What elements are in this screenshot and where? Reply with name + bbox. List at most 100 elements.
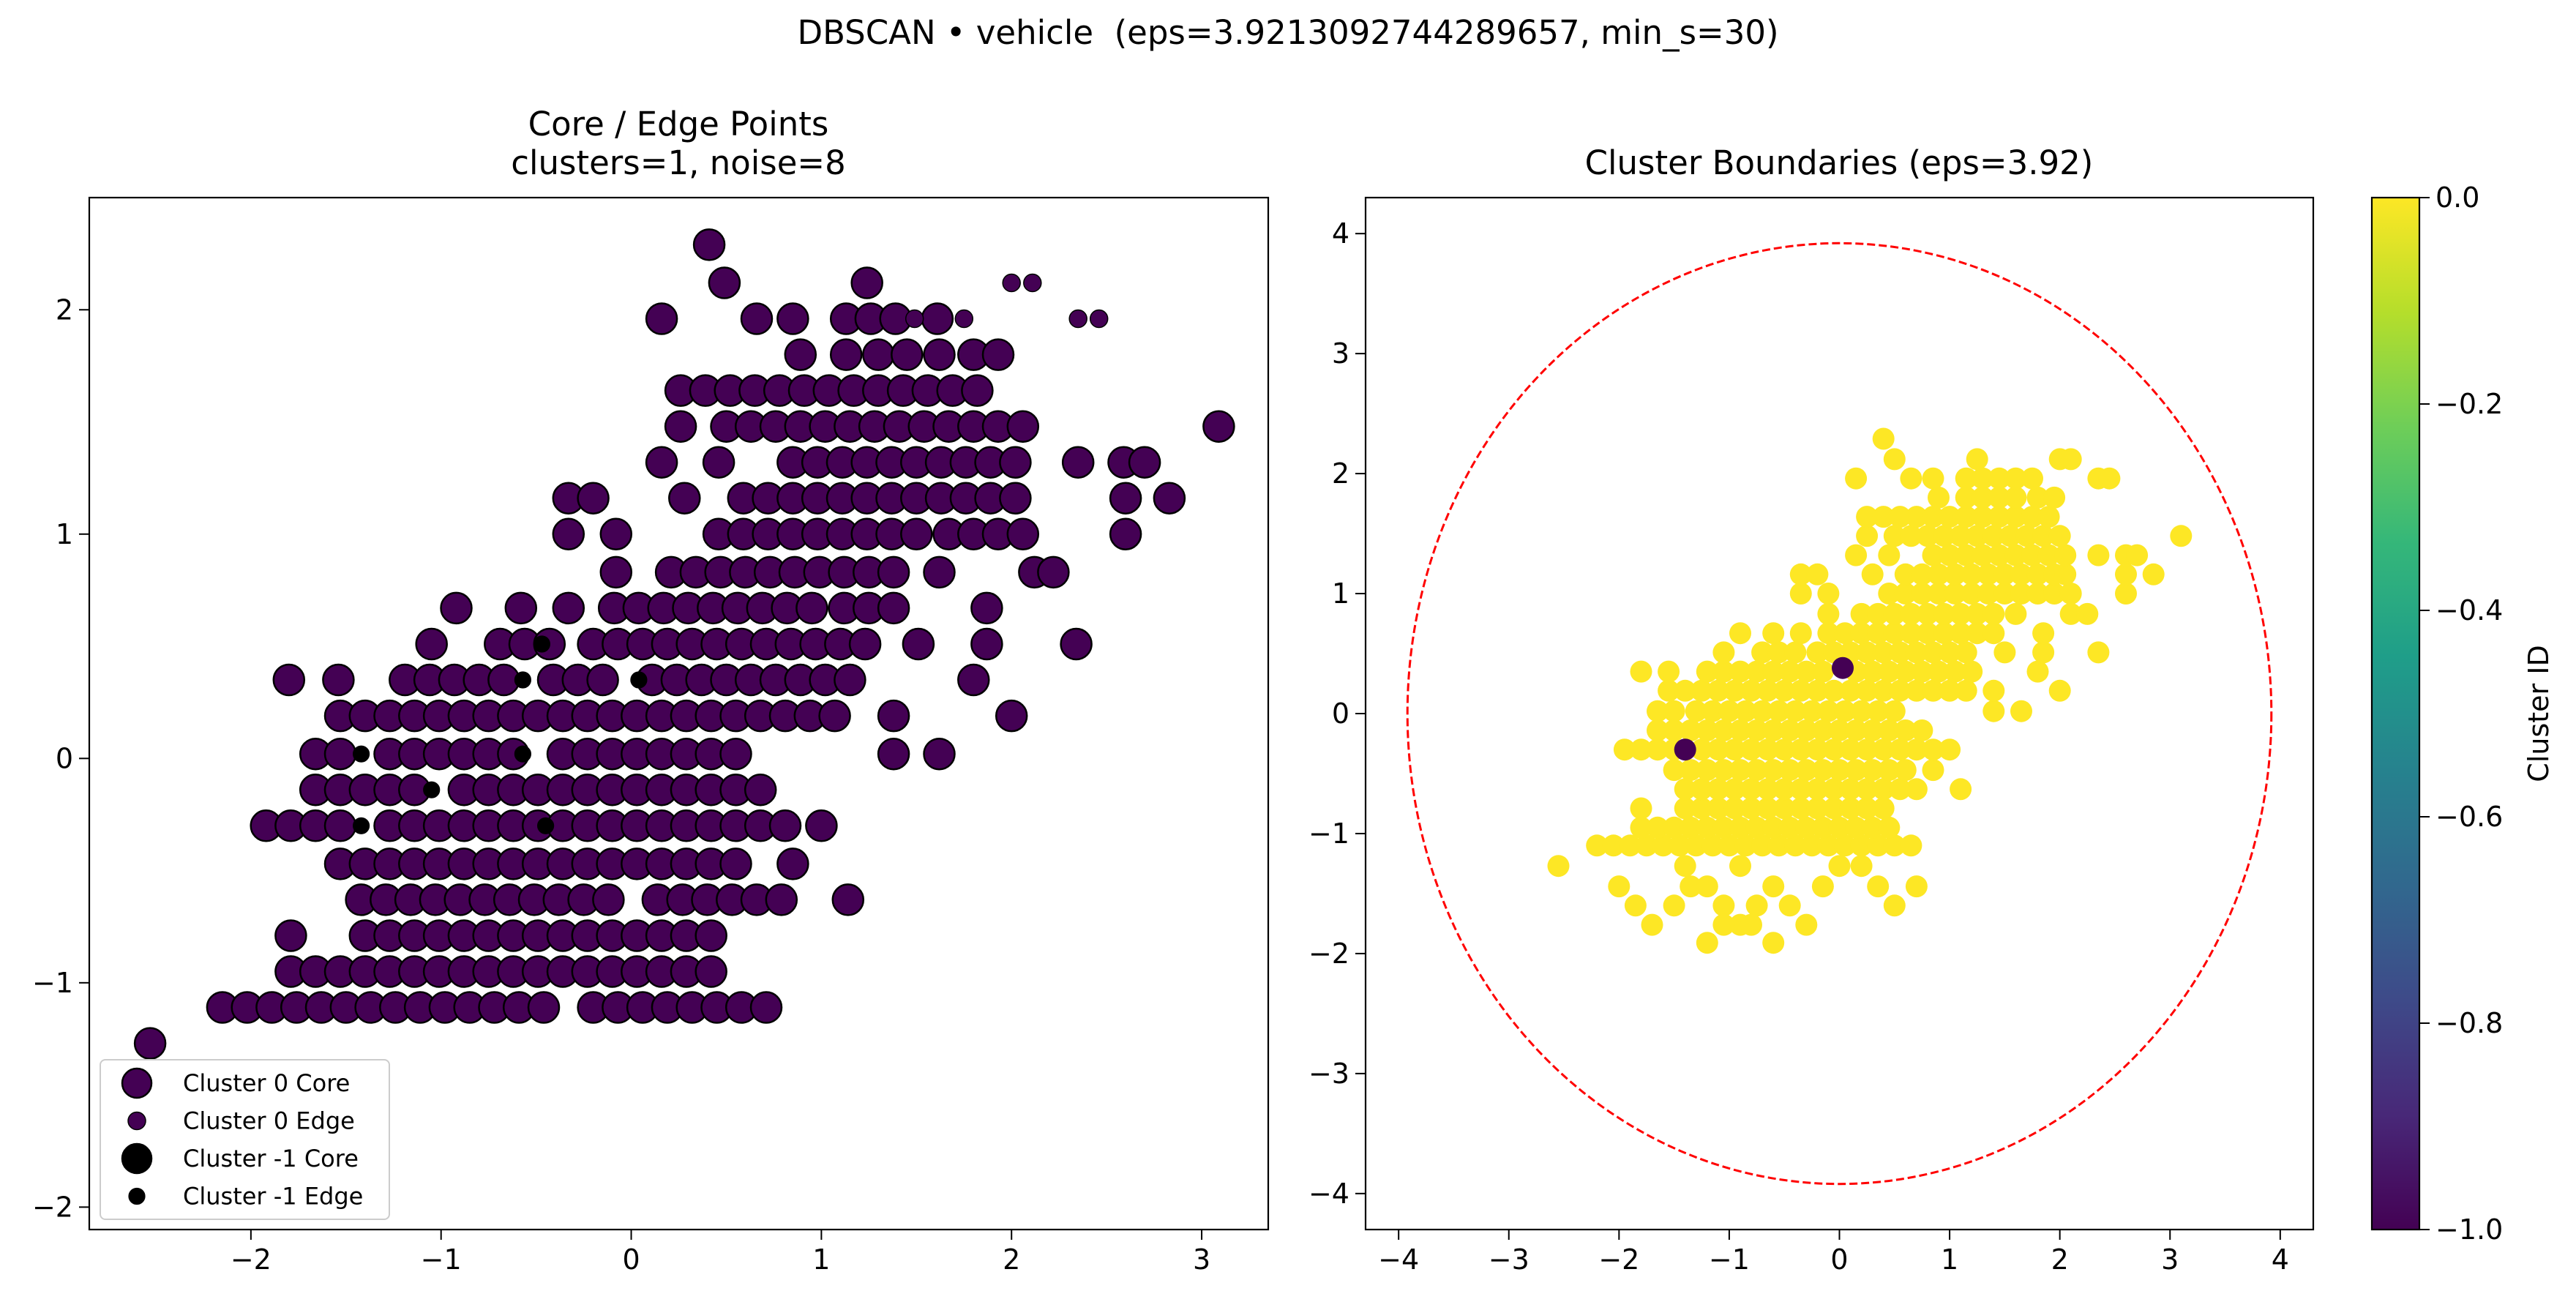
scatter-point-cluster-0-core <box>923 338 956 371</box>
scatter-point-cluster-0-core <box>664 410 697 443</box>
scatter-point-cluster-0 <box>1806 738 1829 761</box>
scatter-point-cluster-0 <box>1894 563 1917 585</box>
scatter-point-cluster-0 <box>1734 700 1757 722</box>
scatter-point-cluster-0 <box>1878 660 1901 683</box>
scatter-point-cluster-0 <box>1767 700 1790 722</box>
scatter-point-cluster-0 <box>2115 583 2137 605</box>
scatter-point-cluster-0 <box>1939 641 1961 664</box>
scatter-point-cluster-0 <box>1696 875 1718 898</box>
y-tick-label: 4 <box>1332 217 1349 250</box>
scatter-point-cluster-0 <box>1778 816 1801 839</box>
scatter-point-cluster-0 <box>1917 622 1939 645</box>
scatter-point-cluster-0 <box>1696 719 1718 741</box>
scatter-point-cluster-0 <box>1894 660 1917 683</box>
core-edge-subtitle: clusters=1, noise=8 <box>511 143 845 182</box>
y-tick-label: −4 <box>1308 1178 1349 1210</box>
scatter-point-cluster-0 <box>1762 875 1785 898</box>
scatter-point-cluster-0 <box>1800 834 1823 857</box>
scatter-point-cluster-0 <box>2021 506 2043 528</box>
scatter-point-cluster-0 <box>1701 700 1724 722</box>
x-tick-label: −1 <box>421 1243 462 1276</box>
scatter-point-cluster-0 <box>1900 622 1922 645</box>
cluster-boundaries-panel: Cluster Boundaries (eps=3.92) −4 −3 −2 −1 0 1… <box>1308 143 2315 1276</box>
scatter-point-cluster-0-edge <box>1023 273 1042 293</box>
scatter-point-cluster-0 <box>1795 759 1818 782</box>
scatter-point-cluster-0-core <box>272 663 306 697</box>
scatter-point-cluster-0 <box>2004 544 2027 566</box>
scatter-point-cluster--1-edge <box>533 635 551 653</box>
legend-label: Cluster -1 Core <box>183 1145 359 1172</box>
scatter-point-cluster-0 <box>1911 583 1933 605</box>
scatter-point-cluster-0 <box>1905 778 1928 801</box>
scatter-point-cluster-0 <box>1955 544 1977 566</box>
scatter-point-cluster-0-core <box>440 591 473 625</box>
scatter-point-cluster-0 <box>1647 816 1669 839</box>
scatter-point-cluster-0 <box>1602 834 1625 857</box>
scatter-point-cluster-0 <box>1795 913 1818 936</box>
scatter-point-cluster-0 <box>1845 719 1868 741</box>
scatter-point-cluster-0 <box>1817 583 1840 605</box>
scatter-point-cluster-0 <box>1658 660 1680 683</box>
scatter-point-cluster-0-edge <box>905 309 924 329</box>
scatter-point-cluster-0 <box>1922 467 1944 490</box>
scatter-point-cluster-0 <box>1911 563 1933 585</box>
scatter-point-cluster-0 <box>1823 738 1845 761</box>
scatter-point-cluster-0-core <box>776 302 809 335</box>
scatter-point-cluster-0 <box>1900 467 1922 490</box>
scatter-point-cluster-0 <box>1939 738 1961 761</box>
core-edge-title: Core / Edge Points <box>528 105 829 143</box>
scatter-point-cluster-0-core <box>694 955 727 988</box>
scatter-point-cluster-0 <box>1734 834 1757 857</box>
scatter-point-cluster-0 <box>1729 660 1751 683</box>
scatter-point-cluster-0-core <box>322 663 355 697</box>
scatter-point-cluster-0-core <box>784 338 817 371</box>
scatter-point-cluster-0 <box>1911 719 1933 741</box>
scatter-point-cluster-0 <box>2059 602 2082 625</box>
scatter-point-cluster-0 <box>1839 679 1862 702</box>
scatter-point-cluster-0 <box>1905 738 1928 761</box>
scatter-point-cluster-0 <box>1817 834 1840 857</box>
scatter-point-cluster-0 <box>1850 834 1873 857</box>
scatter-point-cluster-0 <box>1878 544 1901 566</box>
scatter-point-cluster-0 <box>2032 641 2055 664</box>
scatter-point-cluster-0 <box>1872 738 1895 761</box>
scatter-point-cluster-0-core <box>1202 410 1235 443</box>
scatter-point-cluster-0 <box>1811 660 1834 683</box>
scatter-point-cluster-0 <box>1789 797 1812 820</box>
scatter-point-cluster-0-core <box>702 446 735 479</box>
scatter-point-cluster-0 <box>1939 506 1961 528</box>
scatter-point-cluster-0 <box>1756 797 1779 820</box>
scatter-point-cluster-0 <box>2010 700 2032 722</box>
scatter-point-cluster-0 <box>1856 778 1879 801</box>
scatter-point-cluster-0 <box>1784 834 1807 857</box>
scatter-point-cluster-0 <box>1828 719 1851 741</box>
scatter-point-cluster-0 <box>1872 679 1895 702</box>
scatter-point-cluster-0 <box>1751 641 1774 664</box>
scatter-point-cluster-0-core <box>592 883 625 916</box>
scatter-point-cluster-0 <box>1905 506 1928 528</box>
scatter-point-cluster-0-core <box>877 737 910 771</box>
scatter-point-cluster--1-edge <box>353 817 370 834</box>
colorbar-tick-label: −0.8 <box>2435 1007 2503 1039</box>
scatter-point-cluster-0 <box>1630 816 1652 839</box>
scatter-point-cluster-0 <box>1944 563 1966 585</box>
eps-boundary-circle <box>1406 242 2273 1186</box>
scatter-point-cluster-0 <box>1889 506 1912 528</box>
scatter-point-cluster-0 <box>1944 660 1966 683</box>
scatter-point-cluster-0-core <box>1037 555 1070 589</box>
scatter-point-cluster-0 <box>1883 525 1906 547</box>
y-tick-label: −2 <box>32 1191 73 1223</box>
scatter-point-cluster--1-edge <box>630 671 648 689</box>
scatter-point-cluster-0 <box>1795 719 1818 741</box>
scatter-point-cluster-0 <box>1663 894 1685 917</box>
y-tick-label: 1 <box>56 518 73 550</box>
scatter-point-cluster-0 <box>1988 486 2010 509</box>
scatter-point-cluster-0 <box>1696 816 1718 839</box>
scatter-point-cluster-0 <box>1982 602 2005 625</box>
scatter-point-cluster-0 <box>2043 583 2066 605</box>
x-tick-label: −4 <box>1378 1243 1419 1276</box>
scatter-point-cluster-0 <box>1789 583 1812 605</box>
x-tick-label: −1 <box>1709 1243 1750 1276</box>
scatter-point-cluster-0 <box>1723 797 1746 820</box>
